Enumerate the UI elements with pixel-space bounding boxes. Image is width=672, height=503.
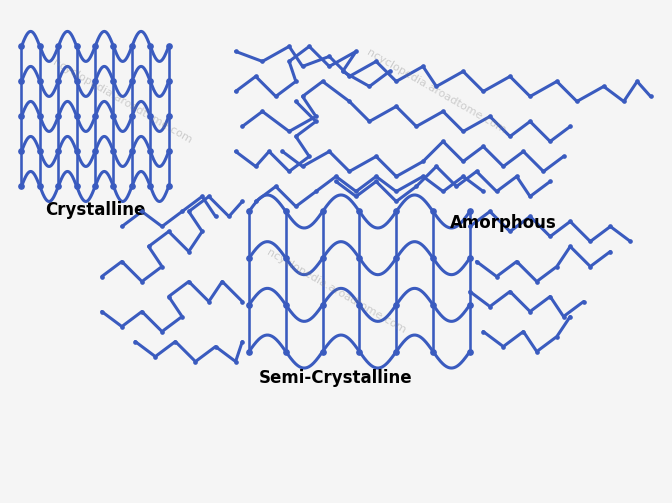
Text: ncyclopedia.aroadtome.com: ncyclopedia.aroadtome.com [365,47,507,135]
Text: Amorphous: Amorphous [450,214,556,232]
Text: Semi-Crystalline: Semi-Crystalline [259,369,413,387]
Text: ncyclopedia.aroadtome.com: ncyclopedia.aroadtome.com [265,247,407,336]
Text: ncyclopedia.aroadtome.com: ncyclopedia.aroadtome.com [50,57,193,145]
Text: Crystalline: Crystalline [45,202,145,219]
